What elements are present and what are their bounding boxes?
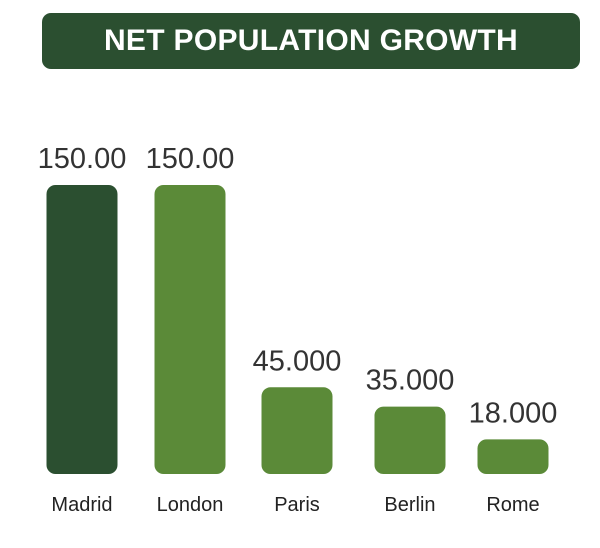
bar-paris	[261, 387, 333, 474]
category-label-rome: Rome	[486, 494, 539, 516]
bar-madrid	[46, 185, 118, 474]
bar-london	[154, 185, 226, 474]
value-label-berlin: 35.000	[366, 365, 455, 397]
category-label-london: London	[157, 494, 224, 516]
bar-berlin	[374, 406, 446, 474]
category-label-berlin: Berlin	[384, 494, 435, 516]
bar-rome	[477, 439, 549, 474]
chart-title: NET POPULATION GROWTH	[103, 24, 519, 57]
category-label-madrid: Madrid	[51, 494, 112, 516]
value-label-london: 150.00	[146, 143, 235, 175]
chart-title-banner: NET POPULATION GROWTH	[42, 13, 580, 69]
category-label-paris: Paris	[274, 494, 320, 516]
value-label-madrid: 150.00	[38, 143, 127, 175]
value-label-rome: 18.000	[469, 397, 558, 429]
value-label-paris: 45.000	[253, 345, 342, 377]
